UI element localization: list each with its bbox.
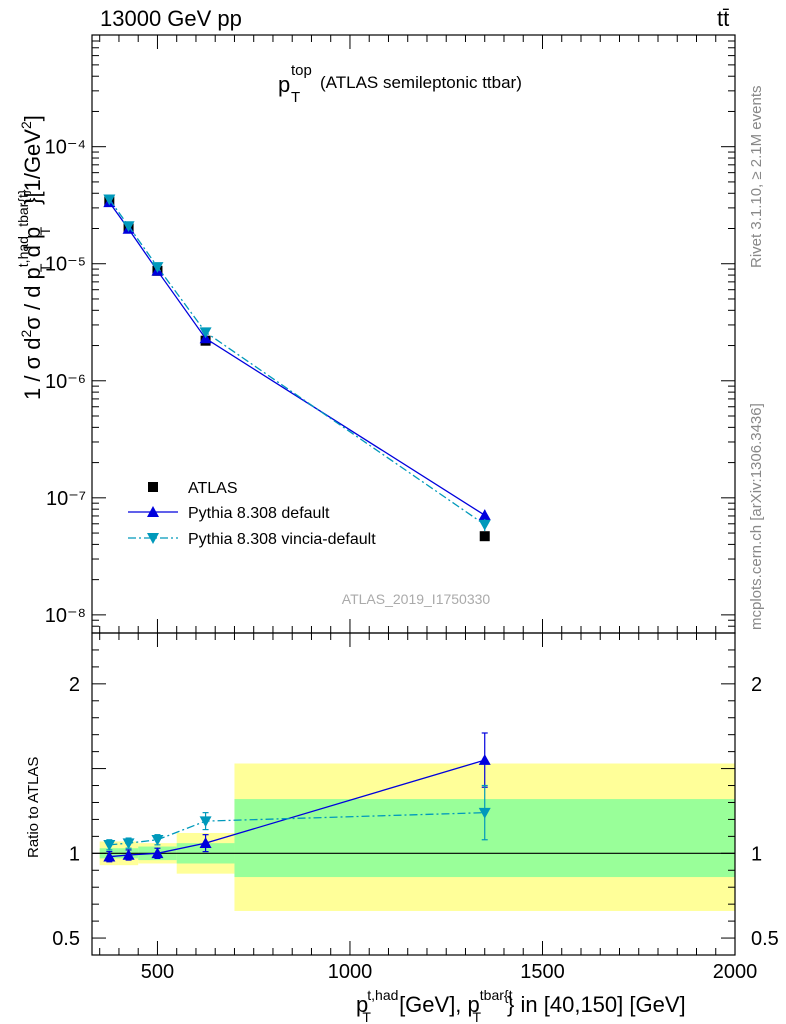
main-y-axis-label: 1 / σ d2σ / d pt,hadT d ptbar{t}T}[1/GeV… bbox=[15, 115, 53, 400]
ratio-uncertainty-bands bbox=[99, 763, 735, 911]
ratio-point-pythia-8-308-default-3 bbox=[199, 837, 212, 848]
xtick-label-2: 1500 bbox=[520, 961, 565, 983]
main-ytick-label-1: 10⁻⁷ bbox=[46, 488, 86, 510]
legend-marker-pythia-default bbox=[147, 506, 159, 517]
ratio-point-pythia-8-308-vincia-default-0 bbox=[103, 840, 116, 851]
ratio-point-pythia-8-308-default-1 bbox=[122, 849, 135, 860]
analysis-watermark: ATLAS_2019_I1750330 bbox=[342, 591, 491, 607]
ratio-point-pythia-8-308-vincia-default-2 bbox=[151, 834, 164, 846]
main-point-pythia-8-308-vincia-default-2 bbox=[151, 262, 164, 273]
main-line-pythia-8-308-default bbox=[108, 201, 486, 516]
ratio-ytick-label-left-2: 2 bbox=[69, 674, 80, 696]
ratio-ytick-label-right-2: 2 bbox=[751, 674, 762, 696]
legend-marker-pythia-vincia bbox=[147, 533, 159, 544]
ratio-point-pythia-8-308-vincia-default-4 bbox=[478, 807, 491, 819]
main-ytick-label-3: 10⁻⁵ bbox=[45, 254, 86, 276]
ratio-ytick-label-right-0: 0.5 bbox=[751, 928, 779, 950]
process-label: tt̄ bbox=[717, 6, 730, 31]
ratio-ytick-label-right-1: 1 bbox=[751, 843, 762, 865]
svg-text:1 / σ d2σ / d pt,hadT d ptbar{: 1 / σ d2σ / d pt,hadT d ptbar{t}T}[1/GeV… bbox=[15, 115, 53, 400]
xtick-label-3: 2000 bbox=[713, 961, 758, 983]
legend-marker-atlas bbox=[148, 482, 158, 492]
legend-label-atlas: ATLAS bbox=[188, 480, 238, 497]
main-point-pythia-8-308-vincia-default-4 bbox=[478, 519, 491, 531]
ratio-point-pythia-8-308-default-0 bbox=[103, 850, 116, 862]
title-sup: top bbox=[291, 62, 312, 79]
main-line-pythia-8-308-vincia-default bbox=[108, 198, 486, 526]
ratio-panel-frame bbox=[91, 632, 736, 956]
main-point-pythia-8-308-vincia-default-1 bbox=[122, 221, 135, 233]
title-sub: T bbox=[291, 89, 300, 106]
xtick-label-0: 500 bbox=[141, 961, 174, 983]
energy-label: 13000 GeV pp bbox=[100, 6, 242, 31]
x-axis-label: pt,had T [GeV], ptbar{t T} in [40,150] [Ge… bbox=[356, 987, 686, 1024]
main-ytick-label-4: 10⁻⁴ bbox=[45, 137, 86, 159]
ratio-y-axis-label: Ratio to ATLAS bbox=[25, 757, 42, 858]
legend-label-pythia-vincia: Pythia 8.308 vincia-default bbox=[188, 531, 376, 548]
ratio-point-pythia-8-308-default-4 bbox=[478, 754, 491, 765]
ratio-ytick-label-left-0: 0.5 bbox=[52, 928, 80, 950]
main-series-layer bbox=[103, 194, 491, 542]
ratio-point-pythia-8-308-vincia-default-1 bbox=[122, 838, 135, 850]
ratio-point-pythia-8-308-default-2 bbox=[151, 847, 164, 859]
ratio-series-layer bbox=[103, 732, 491, 863]
main-point-pythia-8-308-vincia-default-3 bbox=[199, 327, 212, 339]
legend: ATLAS Pythia 8.308 default Pythia 8.308 … bbox=[128, 480, 376, 548]
ratio-point-pythia-8-308-vincia-default-3 bbox=[199, 816, 212, 828]
main-point-pythia-8-308-default-4 bbox=[478, 509, 491, 521]
axes-layer: 10⁻⁸ 10⁻⁷ 10⁻⁶ 10⁻⁵ 10⁻⁴ 500 1000 1500 2000 0.5 0.… bbox=[45, 35, 779, 983]
title-rest: (ATLAS semileptonic ttbar) bbox=[320, 73, 522, 92]
title-main: p bbox=[278, 72, 290, 97]
xtick-label-1: 1000 bbox=[328, 961, 373, 983]
main-title: p top T (ATLAS semileptonic ttbar) bbox=[278, 62, 522, 106]
svg-text:pt,hadT [GeV], ptbar{tT} in [4: pt,had T [GeV], ptbar{t T} in [40,150] [Ge… bbox=[356, 987, 686, 1024]
ratio-ytick-label-left-1: 1 bbox=[69, 843, 80, 865]
main-ytick-label-2: 10⁻⁶ bbox=[45, 371, 86, 393]
main-point-pythia-8-308-vincia-default-0 bbox=[103, 194, 116, 206]
main-point-atlas-4 bbox=[479, 531, 490, 542]
main-ytick-label-0: 10⁻⁸ bbox=[45, 605, 86, 627]
legend-label-pythia-default: Pythia 8.308 default bbox=[188, 505, 330, 522]
